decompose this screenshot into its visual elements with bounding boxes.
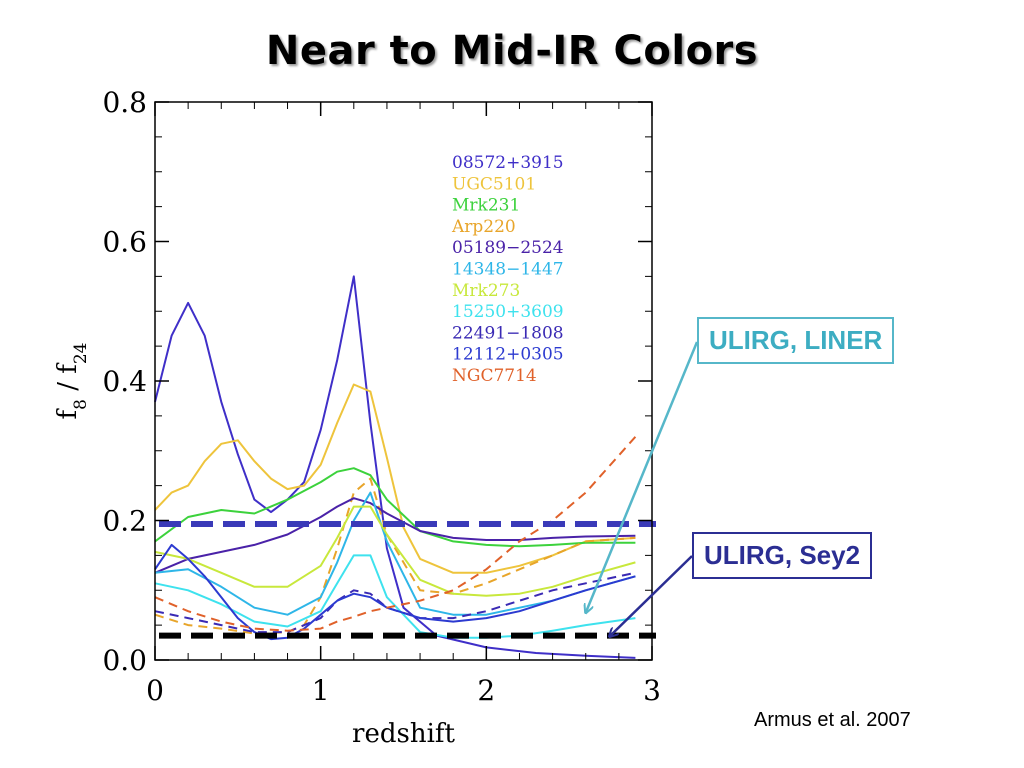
y-tick-label: 0.2	[102, 505, 147, 538]
x-tick-label: 0	[146, 674, 164, 707]
y-tick-label: 0.0	[102, 644, 147, 677]
series-line-4	[154, 497, 636, 574]
legend-entry: UGC5101	[452, 174, 536, 194]
series-line-8	[154, 571, 636, 634]
legend: 08572+3915UGC5101Mrk231Arp22005189−25241…	[451, 153, 564, 386]
legend-entry: 14348−1447	[452, 260, 564, 280]
legend-entry: 15250+3609	[452, 302, 564, 322]
legend-entry: 05189−2524	[452, 238, 564, 258]
y-axis-label: f8 / f24	[53, 342, 91, 419]
legend-entry: NGC7714	[452, 366, 537, 386]
y-label-sep: / f	[53, 362, 83, 399]
series-layer	[154, 275, 637, 659]
reference-lines	[159, 520, 656, 639]
legend-entry: 08572+3915	[452, 153, 564, 173]
legend-entry: 22491−1808	[452, 323, 564, 343]
y-tick-label: 0.6	[102, 226, 147, 259]
legend-entry: Mrk273	[452, 281, 520, 301]
series-line-3	[154, 477, 636, 635]
slide-title: Near to Mid-IR Colors	[265, 28, 759, 74]
legend-entry: Mrk231	[452, 196, 520, 216]
x-tick-label: 1	[312, 674, 330, 707]
y-label-sub1: 8	[71, 399, 91, 410]
legend-entry: Arp220	[451, 217, 516, 237]
series-line-2	[154, 467, 636, 548]
liner-callout-arrow	[586, 341, 699, 612]
series-line-9	[154, 543, 636, 641]
x-tick-label: 3	[643, 674, 661, 707]
x-axis-label: redshift	[352, 719, 455, 749]
y-label-base: f	[53, 408, 83, 420]
x-tick-label: 2	[477, 674, 495, 707]
y-tick-label: 0.8	[102, 86, 147, 119]
legend-entry: 12112+0305	[452, 345, 564, 365]
series-line-1	[154, 383, 636, 574]
citation: Armus et al. 2007	[754, 709, 911, 731]
axes: 0 1 2 3 0.0 0.2 0.4 0.6 0.8	[102, 86, 660, 707]
sey2-callout-arrow	[610, 555, 693, 636]
series-line-10	[154, 436, 637, 632]
y-label-sub2: 24	[71, 342, 91, 364]
series-line-6	[154, 505, 636, 597]
series-line-5	[154, 491, 636, 616]
callout-sey2: ULIRG, Sey2	[692, 532, 873, 579]
callout-liner: ULIRG, LINER	[697, 317, 895, 364]
y-tick-label: 0.4	[102, 365, 147, 398]
series-line-0	[154, 275, 636, 659]
